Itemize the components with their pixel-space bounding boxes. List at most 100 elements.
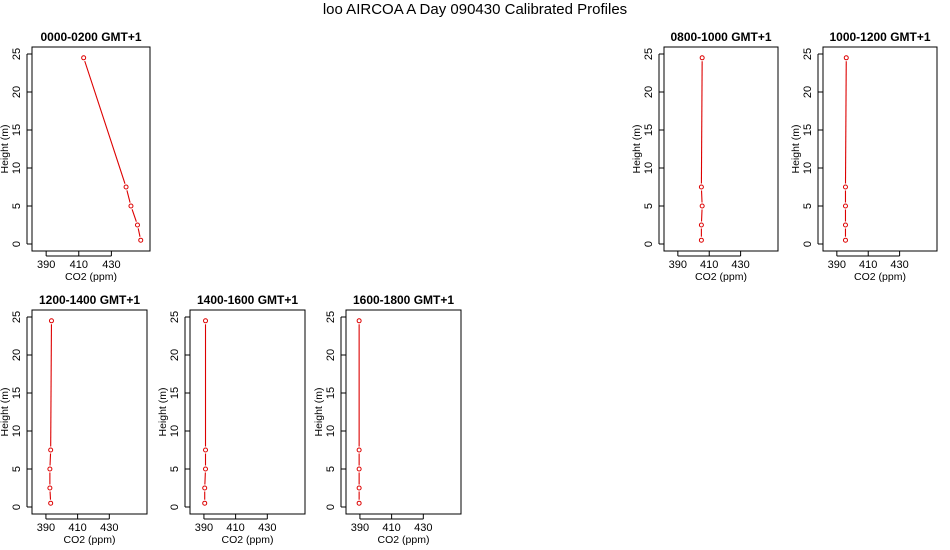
- y-tick-label: 20: [11, 86, 23, 98]
- data-point: [843, 55, 849, 61]
- y-tick-label: 5: [11, 466, 23, 472]
- y-axis-title: Height (m): [0, 124, 11, 173]
- panel-title: 1000-1200 GMT+1: [829, 30, 930, 44]
- data-point: [699, 55, 705, 61]
- data-point: [48, 500, 54, 506]
- y-tick-label: 5: [169, 466, 181, 472]
- y-tick-label: 25: [11, 48, 23, 60]
- y-axis-title: Height (m): [631, 124, 643, 173]
- y-tick-label: 15: [325, 387, 337, 399]
- data-point: [842, 184, 848, 190]
- y-tick-label: 10: [802, 162, 814, 174]
- x-tick-label: 390: [669, 259, 687, 271]
- data-point: [134, 222, 140, 228]
- x-tick-label: 430: [100, 522, 118, 534]
- y-tick-label: 10: [11, 162, 23, 174]
- x-axis-title: CO2 (ppm): [65, 271, 117, 283]
- data-point: [203, 466, 209, 472]
- y-tick-label: 5: [802, 203, 814, 209]
- profile-line-segment: [137, 228, 141, 237]
- data-point: [842, 237, 848, 243]
- data-point: [123, 184, 129, 190]
- data-point: [699, 203, 705, 209]
- profile-line-segment: [50, 324, 52, 447]
- data-point: [202, 485, 208, 491]
- x-tick-label: 430: [731, 259, 749, 271]
- y-tick-label: 20: [802, 86, 814, 98]
- data-point: [48, 318, 54, 324]
- y-axis-title: Height (m): [157, 387, 169, 436]
- y-tick-label: 15: [169, 387, 181, 399]
- x-tick-label: 430: [414, 522, 432, 534]
- x-axis-title: CO2 (ppm): [222, 534, 274, 546]
- data-point: [47, 466, 53, 472]
- data-point: [356, 447, 362, 453]
- y-tick-label: 10: [325, 425, 337, 437]
- x-axis-title: CO2 (ppm): [64, 534, 116, 546]
- y-tick-label: 10: [643, 162, 655, 174]
- x-tick-label: 430: [258, 522, 276, 534]
- data-point: [842, 222, 848, 228]
- data-point: [698, 237, 704, 243]
- y-tick-label: 0: [802, 241, 814, 247]
- y-tick-label: 20: [643, 86, 655, 98]
- x-axis-title: CO2 (ppm): [695, 271, 747, 283]
- data-point: [356, 500, 362, 506]
- y-tick-label: 25: [325, 311, 337, 323]
- x-tick-label: 390: [351, 522, 369, 534]
- plot-frame: [663, 46, 779, 252]
- y-axis-title: Height (m): [0, 387, 11, 436]
- x-axis-title: CO2 (ppm): [854, 271, 906, 283]
- data-point: [698, 222, 704, 228]
- profile-line-segment: [844, 61, 847, 184]
- x-tick-label: 410: [700, 259, 718, 271]
- y-tick-label: 20: [325, 349, 337, 361]
- profile-line-segment: [84, 60, 126, 184]
- y-tick-label: 25: [643, 48, 655, 60]
- y-tick-label: 10: [169, 425, 181, 437]
- y-tick-label: 5: [11, 203, 23, 209]
- x-tick-label: 410: [382, 522, 400, 534]
- panel-title: 1600-1800 GMT+1: [353, 293, 454, 307]
- page-title: loo AIRCOA A Day 090430 Calibrated Profi…: [322, 1, 628, 18]
- data-point: [138, 237, 144, 243]
- y-tick-label: 10: [11, 425, 23, 437]
- y-tick-label: 5: [325, 466, 337, 472]
- x-tick-label: 410: [859, 259, 877, 271]
- y-tick-label: 25: [169, 311, 181, 323]
- x-axis-title: CO2 (ppm): [378, 534, 430, 546]
- x-tick-label: 390: [195, 522, 213, 534]
- y-tick-label: 20: [169, 349, 181, 361]
- y-tick-label: 15: [11, 124, 23, 136]
- y-axis-title: Height (m): [313, 387, 325, 436]
- plot-frame: [31, 309, 148, 515]
- panel-title: 0000-0200 GMT+1: [40, 30, 141, 44]
- y-tick-label: 0: [169, 504, 181, 510]
- panel-title: 1200-1400 GMT+1: [39, 293, 140, 307]
- x-tick-label: 390: [828, 259, 846, 271]
- profile-line-segment: [49, 453, 52, 466]
- profile-line-segment: [126, 190, 131, 203]
- data-point: [203, 318, 209, 324]
- panel-title: 1400-1600 GMT+1: [197, 293, 298, 307]
- data-point: [356, 485, 362, 491]
- y-axis-title: Height (m): [790, 124, 802, 173]
- profile-line-segment: [131, 209, 137, 222]
- x-tick-label: 430: [890, 259, 908, 271]
- x-tick-label: 410: [70, 259, 88, 271]
- profile-line-segment: [204, 472, 206, 485]
- x-tick-label: 410: [226, 522, 244, 534]
- x-tick-label: 390: [37, 522, 55, 534]
- data-point: [698, 184, 704, 190]
- y-tick-label: 15: [802, 124, 814, 136]
- plot-frame: [345, 309, 462, 515]
- y-tick-label: 5: [643, 203, 655, 209]
- data-point: [81, 55, 87, 61]
- data-point: [356, 466, 362, 472]
